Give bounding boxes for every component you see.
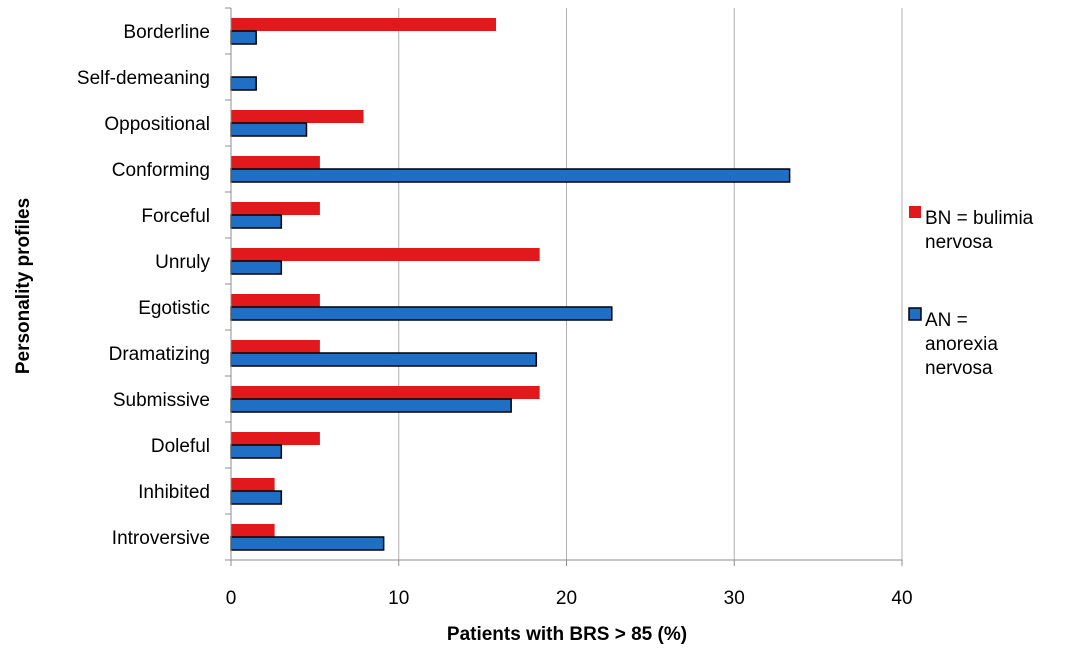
an-bar-conforming xyxy=(230,168,791,183)
an-bar-submissive xyxy=(230,398,512,413)
y-tick-label: Inhibited xyxy=(138,482,210,503)
bn-legend-swatch xyxy=(909,206,921,218)
axes xyxy=(225,7,903,566)
legend: BN = bulimia nervosa AN = anorexia nervosa xyxy=(908,206,1034,379)
an-bar-oppositional xyxy=(230,122,308,137)
bn-bar-forceful xyxy=(231,202,320,215)
bn-bar-doleful xyxy=(231,432,320,445)
bn-bar-introversive xyxy=(231,524,275,537)
legend-label: nervosa xyxy=(925,358,993,379)
legend-label: nervosa xyxy=(925,232,993,253)
an-bar-borderline xyxy=(230,30,257,45)
x-tick-labels: 0 10 20 30 40 xyxy=(226,588,913,609)
x-axis-title: Patients with BRS > 85 (%) xyxy=(447,624,687,645)
y-tick-label: Unruly xyxy=(155,252,210,273)
y-tick-labels: Borderline Self-demeaning Oppositional Conf… xyxy=(77,22,211,549)
y-tick-label: Egotistic xyxy=(138,298,210,319)
an-bar-dramatizing xyxy=(230,352,538,367)
an-bar-egotistic xyxy=(230,306,613,321)
x-tick-label: 0 xyxy=(226,588,237,609)
gridlines xyxy=(398,8,903,560)
y-tick-label: Dramatizing xyxy=(109,344,210,365)
an-bar-self-demeaning xyxy=(230,76,257,91)
an-bar-introversive xyxy=(230,536,385,551)
bars xyxy=(230,18,791,551)
an-bar-forceful xyxy=(230,214,283,229)
bn-bar-inhibited xyxy=(231,478,275,491)
legend-label: BN = bulimia xyxy=(925,208,1034,229)
y-tick-label: Submissive xyxy=(113,390,210,411)
y-tick-label: Doleful xyxy=(151,436,210,457)
bn-bar-oppositional xyxy=(231,110,364,123)
y-tick-label: Forceful xyxy=(141,206,210,227)
bn-bar-dramatizing xyxy=(231,340,320,353)
an-bar-doleful xyxy=(230,444,283,459)
x-tick-label: 10 xyxy=(388,588,409,609)
y-axis-title: Personality profiles xyxy=(13,198,34,374)
bn-bar-unruly xyxy=(231,248,540,261)
x-tick-label: 30 xyxy=(724,588,745,609)
x-tick-label: 40 xyxy=(891,588,912,609)
bn-bar-conforming xyxy=(231,156,320,169)
y-tick-label: Self-demeaning xyxy=(77,68,210,89)
y-tick-label: Conforming xyxy=(112,160,210,181)
legend-label: AN = xyxy=(925,310,968,331)
y-tick-label: Borderline xyxy=(123,22,210,43)
an-bar-unruly xyxy=(230,260,283,275)
an-legend-swatch xyxy=(908,307,922,321)
bn-bar-borderline xyxy=(231,18,497,31)
an-bar-inhibited xyxy=(230,490,283,505)
bn-bar-egotistic xyxy=(231,294,320,307)
y-tick-label: Oppositional xyxy=(104,114,210,135)
x-tick-label: 20 xyxy=(556,588,577,609)
legend-label: anorexia xyxy=(925,334,998,355)
y-tick-label: Introversive xyxy=(112,528,210,549)
bn-bar-submissive xyxy=(231,386,540,399)
